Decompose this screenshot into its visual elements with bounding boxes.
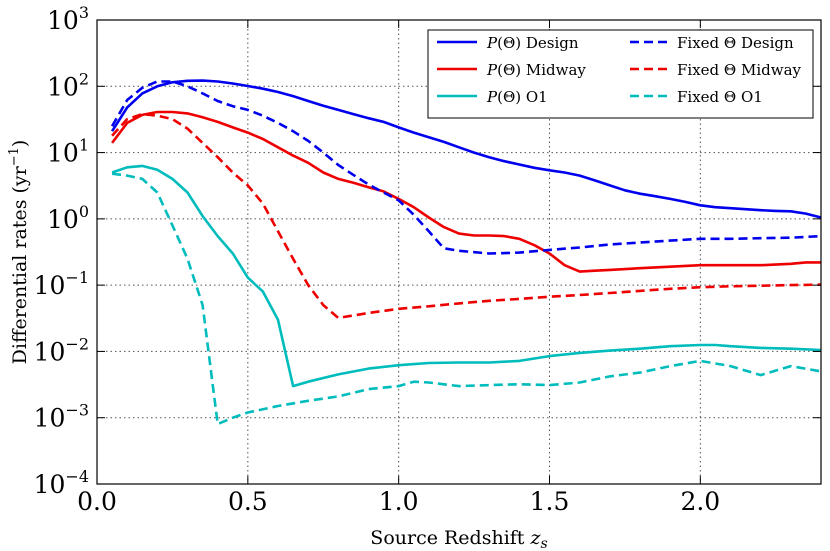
y-tick-label: 102 (47, 69, 89, 101)
plot-frame (96, 19, 822, 485)
y-tick-label-exponent: −1 (65, 268, 89, 287)
y-tick-label-exponent: 2 (79, 69, 89, 88)
legend-label-2: P(Θ) O1 (486, 88, 548, 106)
y-tick-label-exponent: −2 (65, 334, 89, 353)
y-tick-label-base: 10 (47, 6, 79, 35)
series-line-0 (111, 79, 822, 219)
x-axis-label: Source Redshift zs (370, 527, 547, 551)
legend-label-text: (Θ) Design (497, 34, 579, 52)
legend-label-0: P(Θ) Design (486, 34, 579, 52)
series-line-5 (111, 172, 822, 426)
y-tick-label-exponent: −4 (65, 467, 89, 486)
x-axis-label-var: z (529, 527, 541, 549)
tick-marks (96, 19, 821, 485)
legend-label-text: Fixed Θ Midway (677, 61, 802, 79)
legend-label-text: (Θ) Midway (497, 61, 586, 79)
y-tick-label-base: 10 (34, 404, 66, 433)
y-tick-label-base: 10 (47, 72, 79, 101)
y-axis-label-sup: −1 (7, 147, 22, 166)
legend-label-prefix: P (486, 61, 498, 79)
legend-label-5: Fixed Θ O1 (677, 88, 763, 106)
y-axis-label-close: ) (9, 140, 31, 147)
y-tick-label-exponent: 3 (79, 3, 89, 22)
y-axis-label: Differential rates (yr−1) (7, 140, 31, 365)
series-line-4 (111, 112, 822, 320)
series-lines (110, 79, 822, 426)
legend-label-text: (Θ) O1 (497, 88, 548, 106)
series-line-2 (111, 164, 822, 388)
y-tick-label-base: 10 (34, 271, 66, 300)
y-axis-label-text: Differential rates (yr (9, 165, 31, 364)
legend-box (427, 29, 814, 119)
legend-label-3: Fixed Θ Design (677, 34, 794, 52)
x-axis-label-text: Source Redshift (370, 527, 530, 549)
x-tick-label: 0.0 (77, 487, 117, 516)
y-tick-label: 10−2 (34, 334, 89, 366)
legend-label-1: P(Θ) Midway (486, 61, 586, 79)
legend-label-text: Fixed Θ O1 (677, 88, 763, 106)
y-tick-label: 10−1 (34, 268, 89, 300)
y-tick-label-base: 10 (47, 205, 79, 234)
x-tick-label: 1.0 (379, 487, 419, 516)
y-tick-label: 101 (47, 136, 89, 168)
y-tick-label: 10−3 (34, 401, 89, 433)
legend-label-prefix: P (486, 34, 498, 52)
y-tick-label-exponent: −3 (65, 401, 89, 420)
y-tick-label: 103 (47, 3, 89, 35)
y-tick-label-exponent: 1 (79, 136, 89, 155)
x-tick-labels: 0.0 0.5 1.0 1.5 2.0 (77, 487, 720, 516)
y-tick-label-base: 10 (34, 470, 66, 499)
legend-label-prefix: P (486, 88, 498, 106)
series-line-1 (111, 110, 821, 273)
legend-label-text: Fixed Θ Design (677, 34, 794, 52)
y-tick-label: 10−4 (34, 467, 89, 499)
legend-label-4: Fixed Θ Midway (677, 61, 802, 79)
y-tick-label-exponent: 0 (79, 202, 89, 221)
x-tick-label: 1.5 (530, 487, 570, 516)
x-tick-label: 0.5 (228, 487, 268, 516)
y-tick-label: 100 (47, 202, 89, 234)
series-line-3 (110, 80, 822, 255)
x-tick-label: 2.0 (680, 487, 720, 516)
y-tick-label-base: 10 (34, 337, 66, 366)
x-axis-label-sub: s (541, 536, 548, 551)
y-tick-label-base: 10 (47, 139, 79, 168)
